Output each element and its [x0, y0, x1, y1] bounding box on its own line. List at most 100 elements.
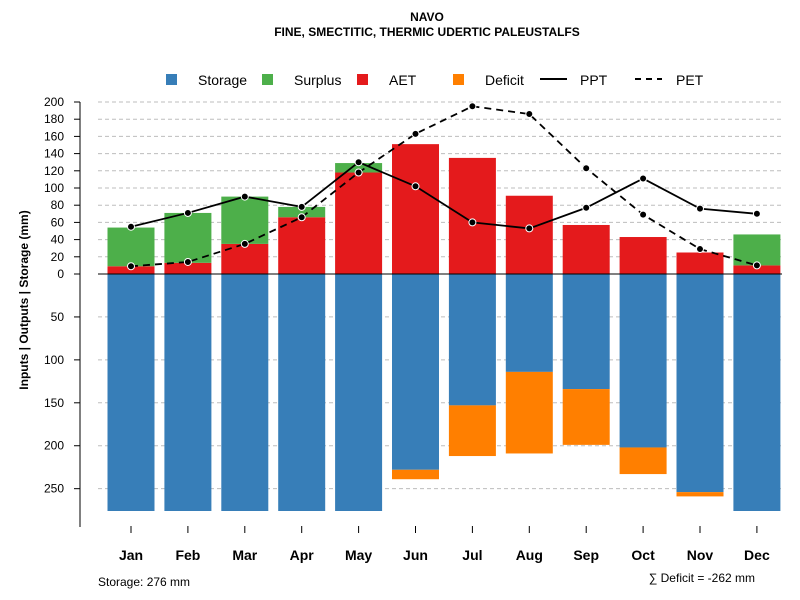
aet-bar-4 [335, 172, 383, 274]
storage-bar-9 [619, 274, 667, 448]
pet-point-9 [639, 210, 648, 219]
y-tick-label-upper-3: 60 [51, 215, 65, 229]
x-tick-label-11: Dec [744, 547, 770, 563]
pet-point-3 [297, 213, 306, 222]
ppt-point-4 [354, 158, 363, 167]
ppt-point-1 [183, 208, 192, 217]
aet-bar-8 [562, 224, 610, 274]
pet-point-10 [696, 245, 704, 254]
chart-title: NAVO [410, 10, 444, 24]
surplus-bar-3 [278, 206, 326, 218]
x-axis: Jan Feb Mar Apr May Jun Jul Aug Sep Oct Nov Dec [119, 526, 770, 563]
x-tick-label-0: Jan [119, 547, 143, 563]
legend-pet-label: PET [676, 72, 704, 88]
pet-point-2 [240, 239, 249, 248]
deficit-bar-5 [392, 469, 439, 480]
ppt-point-11 [752, 209, 761, 218]
ppt-point-10 [696, 204, 704, 213]
y-tick-label-upper-1: 20 [51, 250, 65, 264]
y-tick-label-lower-2: 150 [44, 396, 64, 410]
y-tick-label-upper-9: 180 [44, 112, 64, 126]
ppt-point-8 [582, 203, 591, 212]
y-tick-label-lower-3: 200 [44, 439, 64, 453]
legend-surplus-swatch [262, 74, 273, 85]
storage-bar-0 [107, 274, 155, 511]
deficit-bar-10 [676, 492, 724, 497]
aet-bar-9 [619, 237, 667, 274]
legend-aet-label: AET [389, 72, 417, 88]
legend: Storage Surplus AET Deficit PPT PET [166, 72, 704, 88]
deficit-bar-6 [448, 405, 496, 457]
line-series [127, 102, 761, 271]
storage-bar-10 [676, 274, 724, 493]
pet-point-7 [525, 110, 534, 119]
y-tick-label-upper-0: 0 [57, 267, 64, 281]
legend-storage-label: Storage [198, 72, 247, 88]
legend-storage-swatch [166, 74, 177, 85]
y-tick-label-upper-4: 80 [51, 198, 65, 212]
deficit-bar-9 [619, 447, 667, 475]
legend-ppt-label: PPT [580, 72, 608, 88]
pet-point-6 [468, 102, 477, 111]
aet-bar-3 [278, 217, 326, 274]
y-axis-label: Inputs | Outputs | Storage (mm) [17, 210, 31, 389]
ppt-point-0 [127, 222, 135, 231]
legend-deficit-label: Deficit [485, 72, 524, 88]
aet-bar-5 [392, 144, 439, 274]
legend-aet-swatch [357, 74, 368, 85]
storage-bar-6 [448, 274, 496, 406]
ppt-point-7 [525, 224, 534, 233]
pet-point-8 [582, 164, 591, 173]
x-tick-label-5: Jun [403, 547, 428, 563]
legend-surplus-label: Surplus [294, 72, 341, 88]
y-tick-label-upper-10: 200 [44, 95, 64, 109]
surplus-bar-4 [335, 163, 383, 173]
y-tick-label-upper-8: 160 [44, 129, 64, 143]
grid-lines [98, 101, 782, 490]
ppt-point-9 [639, 174, 648, 183]
x-tick-label-9: Oct [631, 547, 655, 563]
aet-bar-11 [733, 265, 781, 274]
y-tick-label-upper-6: 120 [44, 164, 64, 178]
deficit-bar-8 [562, 389, 610, 445]
y-tick-label-upper-7: 140 [44, 147, 64, 161]
storage-bar-5 [392, 274, 439, 470]
aet-bar-6 [448, 157, 496, 274]
ppt-point-3 [297, 202, 306, 211]
y-tick-label-lower-4: 250 [44, 482, 64, 496]
storage-bar-1 [164, 274, 212, 511]
deficit-footnote: ∑ Deficit = -262 mm [649, 571, 755, 585]
surplus-bar-0 [107, 227, 155, 267]
ppt-point-6 [468, 218, 477, 227]
storage-footnote: Storage: 276 mm [98, 575, 190, 589]
y-tick-label-lower-0: 50 [51, 310, 65, 324]
pet-point-0 [127, 262, 135, 271]
pet-point-4 [354, 168, 363, 177]
pet-point-11 [752, 261, 761, 270]
aet-bar-7 [505, 195, 553, 274]
deficit-bar-7 [505, 371, 553, 454]
y-tick-label-lower-1: 100 [44, 353, 64, 367]
x-tick-label-7: Aug [516, 547, 543, 563]
storage-bar-2 [221, 274, 269, 511]
storage-bar-7 [505, 274, 553, 372]
pet-line [130, 105, 758, 268]
storage-bar-4 [335, 274, 383, 511]
x-tick-label-8: Sep [573, 547, 599, 563]
surplus-bar-1 [164, 212, 212, 263]
x-tick-label-2: Mar [232, 547, 257, 563]
y-tick-label-upper-5: 100 [44, 181, 64, 195]
ppt-point-5 [411, 182, 420, 191]
x-tick-label-10: Nov [687, 547, 714, 563]
x-tick-label-1: Feb [175, 547, 200, 563]
x-tick-label-4: May [345, 547, 372, 563]
y-axis: 0 20 40 60 80 100 120 140 160 180 200 50 100 150 200 25… [44, 95, 81, 527]
y-tick-label-upper-2: 40 [51, 233, 65, 247]
bar-series [107, 144, 781, 511]
aet-bar-10 [676, 252, 724, 274]
chart-subtitle: FINE, SMECTITIC, THERMIC UDERTIC PALEUST… [274, 25, 580, 39]
storage-bar-3 [278, 274, 326, 511]
x-tick-label-6: Jul [462, 547, 482, 563]
storage-bar-11 [733, 274, 781, 511]
